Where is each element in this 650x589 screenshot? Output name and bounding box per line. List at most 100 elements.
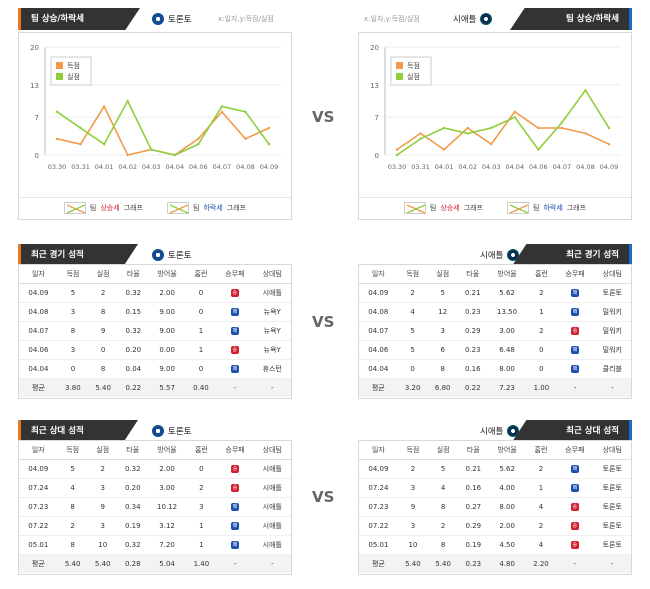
column-header: 상대팀 bbox=[253, 441, 291, 460]
table-cell: 0.23 bbox=[458, 554, 489, 573]
trend-up-icon bbox=[403, 201, 426, 214]
table-cell: - bbox=[216, 554, 254, 573]
axis-note: x:일자,y:득점/실점 bbox=[364, 15, 420, 23]
recent-header-left: 최근 경기 성적 토론토 bbox=[18, 244, 292, 268]
table-cell: 05.01 bbox=[359, 535, 398, 555]
data-point bbox=[490, 126, 493, 130]
trend-chart-right: 0 7 13 20 03.30 03.31 04.01 04.02 04.03 04.04 04.0… bbox=[370, 44, 621, 171]
table-row: 04.04 0 8 0.16 8.00 0 패 클리블 bbox=[359, 359, 631, 379]
recent-title-right: 최근 경기 성적 bbox=[512, 244, 632, 266]
table-row: 04.07 8 9 0.32 9.00 1 패 뉴욕Y bbox=[19, 321, 291, 341]
team-name: 시애틀 bbox=[453, 15, 477, 25]
legend-up-prefix: 팀 bbox=[89, 203, 97, 212]
data-point bbox=[584, 132, 587, 135]
data-point bbox=[442, 126, 446, 130]
table-cell: 5 bbox=[57, 283, 89, 303]
table-cell: 9.00 bbox=[148, 359, 186, 379]
column-header: 실점 bbox=[428, 441, 459, 460]
table-cell: 6.80 bbox=[427, 378, 458, 397]
table-cell: 7.20 bbox=[147, 535, 187, 555]
trend-header-left: 팀 상승/하락세 토론토 x:일자,y:득점/실점 bbox=[18, 8, 292, 32]
average-row: 평균 5.40 5.40 0.28 5.04 1.40- - bbox=[19, 554, 291, 573]
table-cell: 2 bbox=[87, 459, 118, 479]
table-cell: 0.19 bbox=[117, 516, 148, 536]
team-label-right: 시애틀 bbox=[480, 249, 520, 261]
x-tick-label: 04.07 bbox=[213, 163, 232, 171]
series-line bbox=[56, 99, 270, 156]
x-tick-label: 04.06 bbox=[529, 163, 548, 171]
column-header: 상대팀 bbox=[253, 265, 291, 284]
table-cell: 0.23 bbox=[457, 302, 488, 322]
table-cell: 평균 bbox=[19, 554, 58, 573]
table-cell: 승 bbox=[556, 497, 594, 517]
table-cell: 5.62 bbox=[487, 283, 527, 303]
table-cell: 07.24 bbox=[19, 478, 58, 498]
table-cell: 3 bbox=[87, 516, 118, 536]
table-cell: 5 bbox=[427, 283, 458, 303]
chart-legend-bar: 팀 상승세 그래프 팀 하락세 그래프 bbox=[19, 197, 291, 217]
table-cell: 8 bbox=[57, 321, 89, 341]
table-cell: 3.20 bbox=[397, 378, 428, 397]
table-cell: 04.09 bbox=[19, 459, 58, 479]
table-cell: 2 bbox=[88, 283, 119, 303]
legend-swatch bbox=[56, 73, 63, 80]
table-cell: 0.23 bbox=[457, 340, 488, 360]
win-badge: 승 bbox=[570, 503, 579, 511]
table-row: 07.22 3 2 0.29 2.00 2 승 토론토 bbox=[359, 516, 631, 536]
table-cell: 평균 bbox=[359, 378, 398, 397]
table-cell: 0.21 bbox=[458, 459, 489, 479]
trend-title-left: 팀 상승/하락세 bbox=[18, 8, 140, 30]
table-cell: 3 bbox=[397, 478, 429, 498]
team-label-right: 시애틀 bbox=[453, 13, 493, 25]
x-tick-label: 04.08 bbox=[236, 163, 255, 171]
table-cell: 3.00 bbox=[487, 321, 527, 341]
table-cell: 5 bbox=[397, 321, 428, 341]
table-cell: 3 bbox=[87, 478, 118, 498]
table-row: 04.06 3 0 0.20 0.00 1 승 뉴욕Y bbox=[19, 340, 291, 360]
team-label-right: 시애틀 bbox=[480, 425, 520, 437]
column-header: 득점 bbox=[397, 441, 429, 460]
average-row: 평균 3.20 6.80 0.22 7.23 1.00- - bbox=[359, 378, 631, 397]
table-cell: 0.32 bbox=[118, 283, 149, 303]
table-cell: 8.00 bbox=[487, 359, 527, 379]
loss-badge: 패 bbox=[231, 522, 240, 530]
x-tick-label: 04.03 bbox=[142, 163, 161, 171]
blue-jays-logo-icon bbox=[152, 13, 164, 25]
x-tick-label: 04.06 bbox=[189, 163, 208, 171]
data-point bbox=[244, 110, 247, 114]
column-header: 득점 bbox=[57, 441, 88, 460]
table-cell: 2 bbox=[525, 516, 557, 536]
table-row: 04.07 5 3 0.29 3.00 2 승 밀워키 bbox=[359, 321, 631, 341]
table-cell: 패 bbox=[216, 302, 254, 322]
table-cell: 04.09 bbox=[359, 283, 398, 303]
table-row: 07.23 9 8 0.27 8.00 4 승 토론토 bbox=[359, 497, 631, 517]
column-header: 방어율 bbox=[487, 265, 527, 284]
h2h-title-right: 최근 상대 성적 bbox=[512, 420, 632, 442]
table-cell: 패 bbox=[216, 359, 254, 379]
table-row: 04.09 2 5 0.21 5.62 2 패 토론토 bbox=[359, 283, 631, 303]
table-cell: 5.40 bbox=[57, 554, 88, 573]
team-name: 시애틀 bbox=[480, 251, 504, 261]
loss-badge: 패 bbox=[571, 308, 580, 316]
data-point bbox=[55, 110, 59, 114]
data-point bbox=[584, 89, 587, 92]
legend-down-prefix: 팀 bbox=[193, 203, 200, 212]
table-cell: 0.16 bbox=[457, 359, 488, 379]
table-cell: 2.00 bbox=[148, 283, 186, 303]
table-cell: 승 bbox=[216, 459, 254, 479]
team-name: 토론토 bbox=[168, 427, 192, 437]
table-row: 05.01 10 8 0.19 4.50 4 승 토론토 bbox=[359, 535, 631, 555]
data-point bbox=[55, 137, 59, 140]
table-cell: 토론토 bbox=[593, 478, 631, 498]
y-tick-label: 0 bbox=[35, 152, 39, 160]
table-cell: 1.40 bbox=[186, 554, 217, 573]
table-cell: 승 bbox=[216, 340, 254, 360]
data-point bbox=[395, 148, 399, 151]
column-header: 실점 bbox=[427, 265, 458, 284]
legend-down: 팀 하락세 그래프 bbox=[507, 201, 586, 214]
table-cell: 0.32 bbox=[117, 535, 148, 555]
table-cell: 평균 bbox=[19, 378, 58, 397]
x-tick-label: 03.31 bbox=[411, 163, 430, 171]
mariners-logo-icon bbox=[507, 425, 520, 437]
loss-badge: 패 bbox=[570, 484, 579, 492]
